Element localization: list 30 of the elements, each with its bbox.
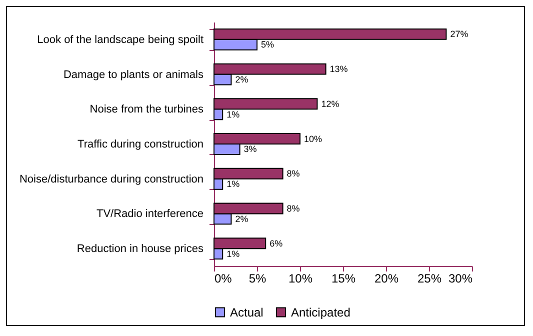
x-tick-label: 10% (288, 272, 313, 286)
data-label: 5% (261, 40, 274, 50)
x-tick-label: 20% (374, 272, 399, 286)
data-label: 1% (226, 109, 240, 120)
y-tick-label: TV/Radio interference (96, 208, 204, 220)
x-tick-label: 5% (248, 272, 266, 286)
y-tick-label: Noise from the turbines (90, 104, 204, 116)
data-label: 1% (226, 248, 240, 259)
data-label: 2% (235, 214, 248, 224)
data-label: 12% (321, 98, 340, 109)
x-tick-label: 30% (448, 272, 473, 286)
y-tick-label: Traffic during construction (78, 138, 204, 150)
x-tick-label: 25% (417, 272, 442, 286)
x-tick-label: 0% (214, 272, 232, 286)
x-tick-label: 15% (331, 272, 356, 286)
data-label: 2% (235, 74, 248, 85)
data-label: 27% (450, 29, 468, 40)
data-label: 8% (286, 168, 300, 179)
data-label: 13% (330, 64, 348, 74)
y-tick-label: Reduction in house prices (76, 243, 204, 256)
data-label: 1% (226, 179, 240, 190)
data-label: 8% (286, 203, 300, 214)
legend-label: Actual (230, 305, 264, 320)
legend-label: Anticipated (291, 305, 350, 320)
y-tick-label: Look of the landscape being spoilt (37, 34, 204, 46)
data-label: 10% (304, 134, 322, 144)
y-tick-label: Damage to plants or animals (63, 68, 204, 81)
y-tick-label: Noise/disturbance during construction (19, 173, 204, 186)
data-label: 3% (244, 144, 257, 154)
data-label: 6% (270, 238, 283, 248)
